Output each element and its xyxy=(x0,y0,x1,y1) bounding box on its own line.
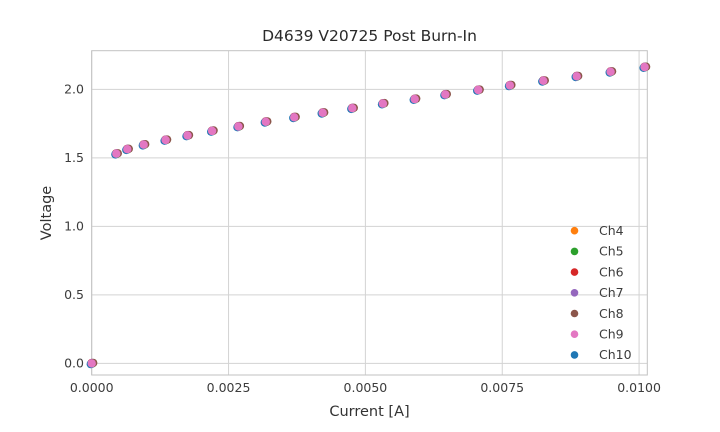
x-tick-label: 0.0000 xyxy=(70,380,114,395)
legend-label: Ch9 xyxy=(599,327,624,342)
legend-item: Ch7 xyxy=(570,285,624,300)
legend-item: Ch6 xyxy=(570,264,624,279)
data-point xyxy=(640,62,649,72)
legend-label: Ch7 xyxy=(599,285,624,300)
chart-title: D4639 V20725 Post Burn-In xyxy=(262,27,477,45)
data-point xyxy=(410,94,419,104)
series-ch10 xyxy=(86,63,648,369)
data-point xyxy=(505,81,515,90)
y-tick-labels: 0.0 0.5 1.0 1.5 2.0 xyxy=(64,82,84,371)
data-points xyxy=(86,62,651,369)
data-point xyxy=(87,359,96,368)
data-point xyxy=(290,113,299,122)
y-tick-label: 0.0 xyxy=(64,356,84,371)
legend: Ch4 Ch5 Ch6 Ch7 Ch8 Ch9 Ch10 xyxy=(570,223,632,362)
data-point xyxy=(318,108,327,118)
x-tick-label: 0.0075 xyxy=(480,380,524,395)
legend-marker-icon xyxy=(570,309,579,318)
legend-item: Ch5 xyxy=(570,244,624,259)
data-point xyxy=(183,131,192,140)
data-point xyxy=(261,117,270,127)
legend-marker-icon xyxy=(570,289,579,297)
legend-label: Ch5 xyxy=(599,244,624,259)
grid-lines xyxy=(91,50,648,375)
data-point xyxy=(606,67,615,77)
data-point xyxy=(539,76,548,86)
data-point xyxy=(572,72,581,81)
data-point xyxy=(348,104,357,113)
y-tick-label: 0.5 xyxy=(64,287,84,302)
data-point xyxy=(378,99,388,108)
series-ch6 xyxy=(87,62,649,368)
legend-marker-icon xyxy=(570,226,579,235)
series-ch5 xyxy=(87,63,650,368)
data-point xyxy=(441,90,450,99)
legend-marker-icon xyxy=(570,351,579,359)
y-tick-label: 2.0 xyxy=(64,82,84,97)
y-tick-label: 1.5 xyxy=(64,150,84,165)
data-point xyxy=(207,126,217,136)
x-axis-label: Current [A] xyxy=(329,404,409,420)
plot-border xyxy=(91,50,648,376)
data-point xyxy=(234,122,243,131)
series-ch4 xyxy=(87,62,649,368)
legend-item: Ch4 xyxy=(570,223,624,238)
legend-label: Ch4 xyxy=(599,223,624,238)
x-tick-label: 0.0025 xyxy=(207,380,251,395)
y-axis-label: Voltage xyxy=(39,186,55,240)
legend-item: Ch8 xyxy=(570,306,624,321)
legend-label: Ch6 xyxy=(599,264,624,279)
legend-marker-icon xyxy=(570,330,579,339)
data-point xyxy=(474,85,483,95)
legend-marker-icon xyxy=(570,268,579,276)
legend-item: Ch10 xyxy=(570,347,632,362)
legend-item: Ch9 xyxy=(570,327,624,342)
data-point xyxy=(161,135,170,145)
legend-label: Ch8 xyxy=(599,306,624,321)
legend-marker-icon xyxy=(570,247,579,256)
series-ch9 xyxy=(87,62,649,368)
x-tick-labels: 0.0000 0.0025 0.0050 0.0075 0.0100 xyxy=(70,380,661,395)
series-ch8 xyxy=(89,62,651,368)
series-ch7 xyxy=(87,62,650,368)
data-point xyxy=(112,149,121,158)
x-tick-label: 0.0100 xyxy=(617,380,661,395)
data-point xyxy=(139,140,148,149)
x-tick-label: 0.0050 xyxy=(344,380,388,395)
legend-label: Ch10 xyxy=(599,347,632,362)
data-point xyxy=(123,145,132,154)
y-tick-label: 1.0 xyxy=(64,219,84,234)
